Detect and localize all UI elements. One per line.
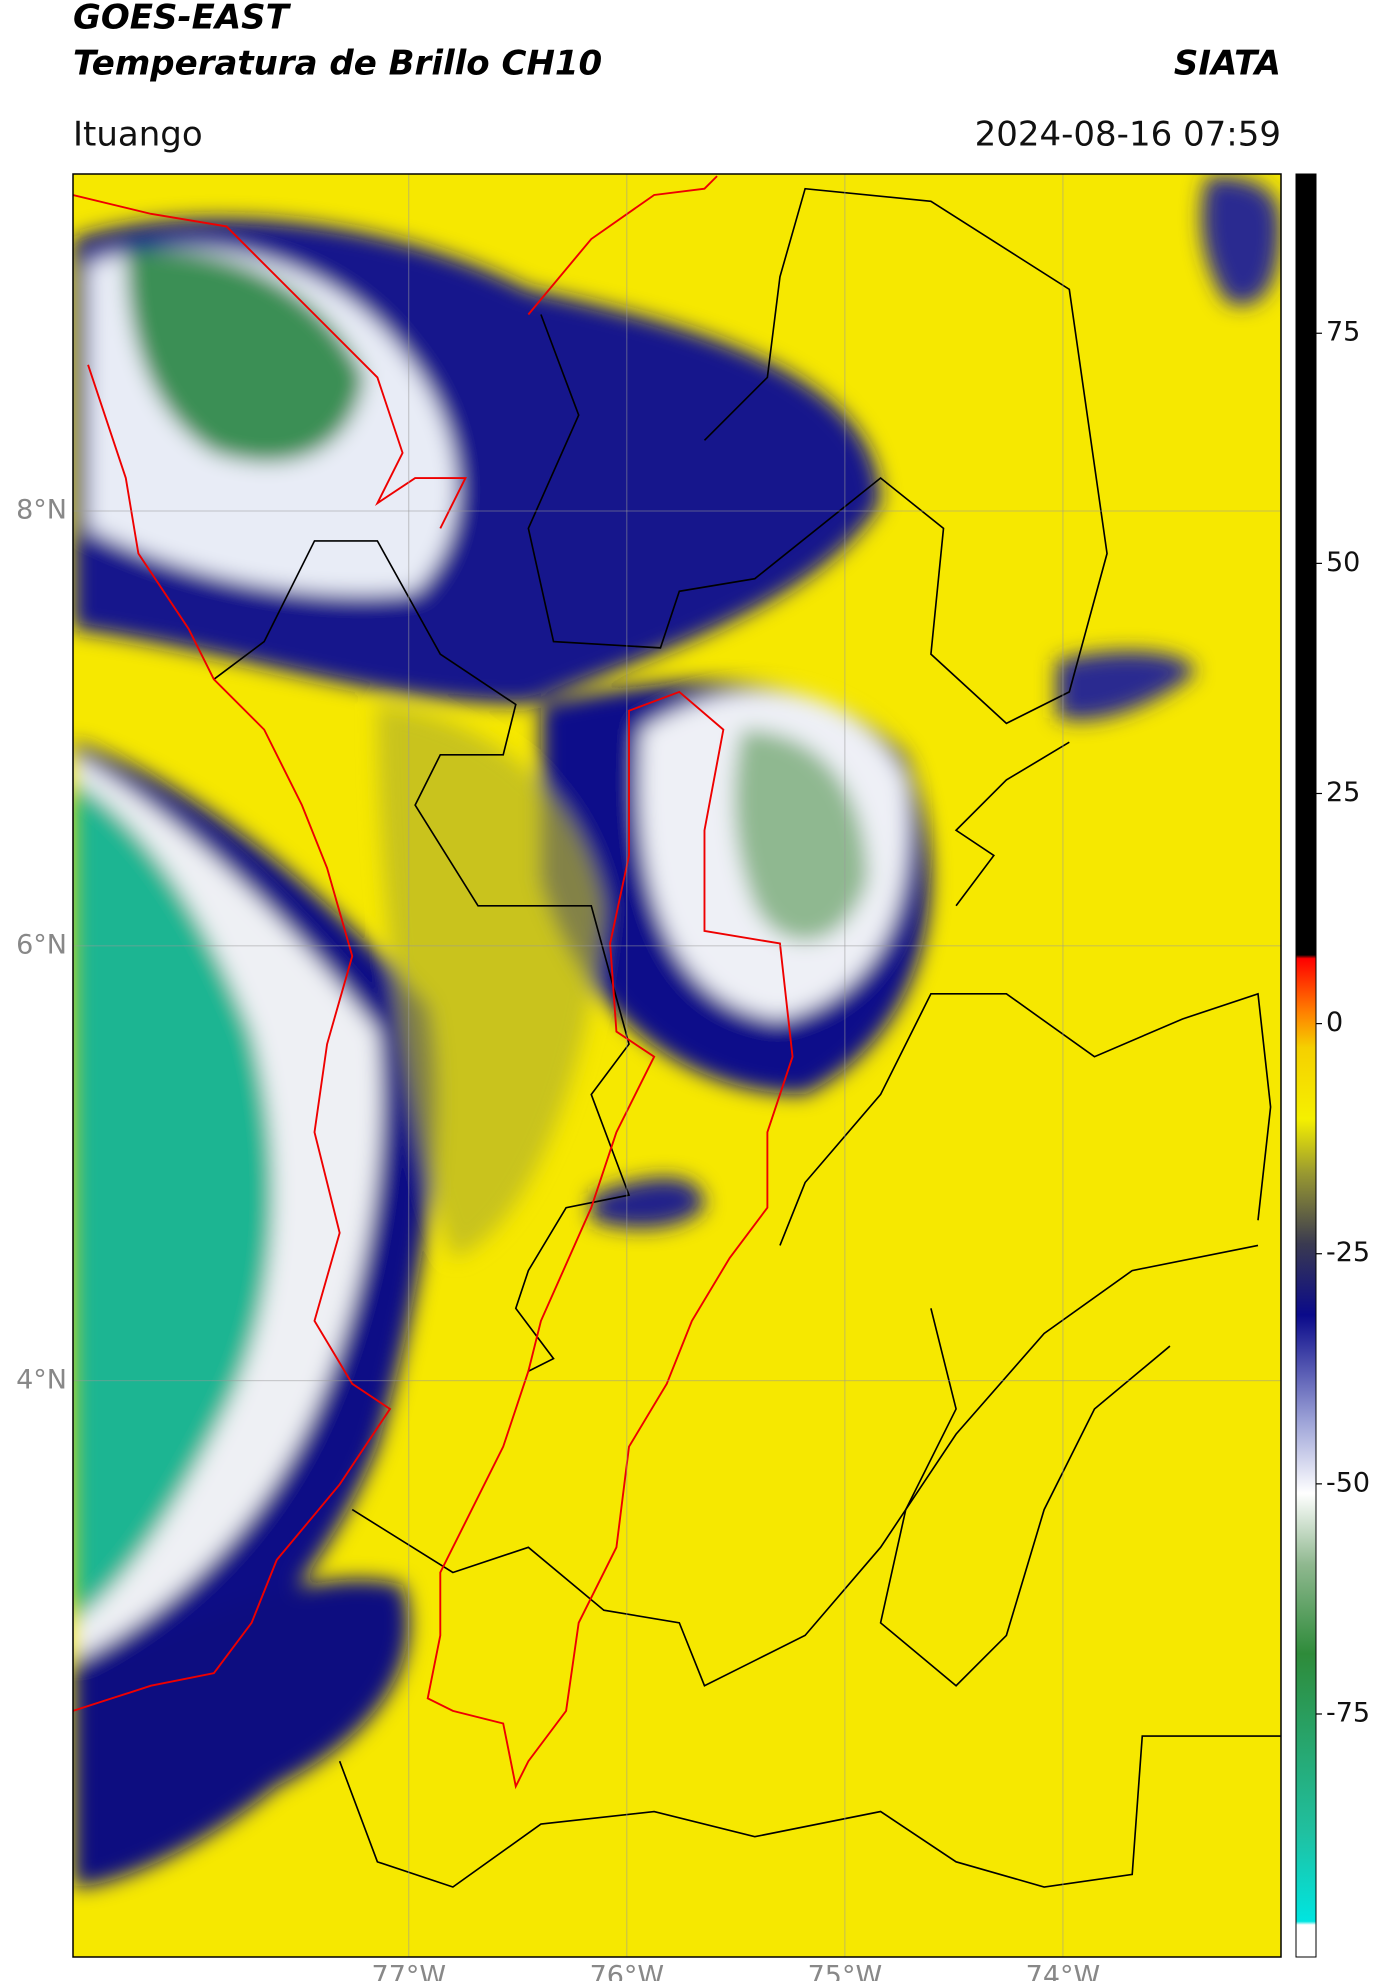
colorbar-tick-label: -50 xyxy=(1326,1467,1370,1498)
datetime: 2024-08-16 07:59 xyxy=(975,115,1281,155)
source: SIATA xyxy=(1174,44,1281,84)
location: Ituango xyxy=(73,115,203,155)
title: GOES-EAST xyxy=(73,0,292,38)
colorbar-tick-label: -75 xyxy=(1326,1697,1370,1728)
colorbar-tick-label: 75 xyxy=(1326,317,1360,348)
map-frame xyxy=(72,173,1282,1958)
colorbar-tick-label: 50 xyxy=(1326,547,1360,578)
lat-tick-label: 4°N xyxy=(16,1364,67,1395)
colorbar-tick-label: -25 xyxy=(1326,1237,1370,1268)
satellite-image xyxy=(73,174,1281,1957)
colorbar xyxy=(1295,173,1317,1958)
graticule xyxy=(73,174,1281,1957)
lat-tick-label: 8°N xyxy=(16,495,67,526)
lon-tick-label: 76°W xyxy=(590,1961,665,1982)
colorbar-tick-label: 25 xyxy=(1326,777,1360,808)
lon-tick-label: 74°W xyxy=(1026,1961,1101,1982)
lat-tick-label: 6°N xyxy=(16,929,67,960)
colorbar-tick-label: 0 xyxy=(1326,1007,1343,1038)
subtitle: Temperatura de Brillo CH10 xyxy=(73,44,602,84)
lon-tick-label: 75°W xyxy=(808,1961,883,1982)
lon-tick-label: 77°W xyxy=(372,1961,447,1982)
